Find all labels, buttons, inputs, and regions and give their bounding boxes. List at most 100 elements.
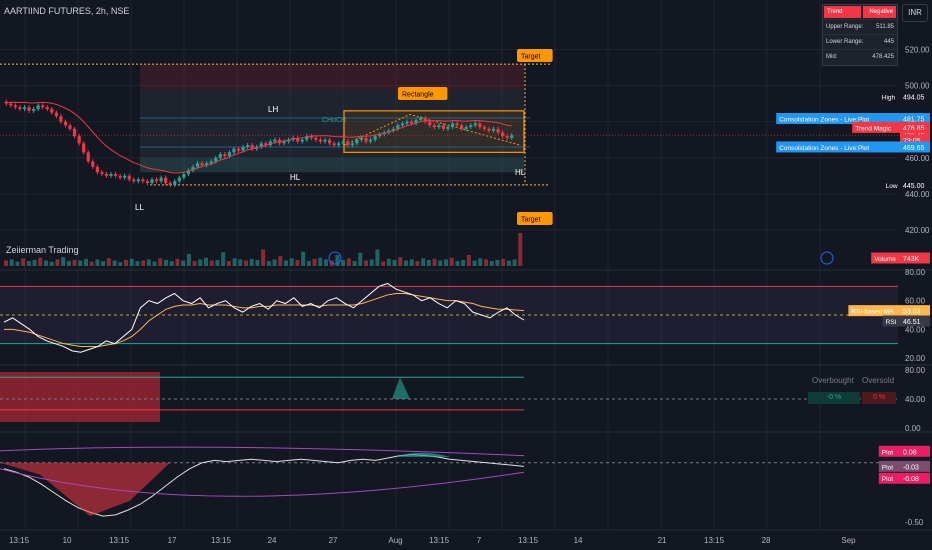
volume-bar xyxy=(461,259,466,266)
obos-axis-tick: 40.00 xyxy=(905,395,926,404)
oversold-label: Oversold xyxy=(862,376,895,385)
volume-tag-label: Volume xyxy=(874,256,896,263)
volume-bar xyxy=(21,258,26,266)
volume-bar xyxy=(455,261,460,266)
candle-body xyxy=(18,107,22,110)
candle-body xyxy=(27,107,31,111)
price-axis-tick: 520.00 xyxy=(905,45,930,54)
volume-bar xyxy=(341,259,346,266)
time-axis-tick: 13:15 xyxy=(9,536,30,545)
volume-bar xyxy=(169,261,174,266)
price-tag-value-bg xyxy=(900,134,930,146)
candle-body xyxy=(368,139,373,142)
volume-bar xyxy=(421,258,426,266)
candle-body xyxy=(182,174,186,178)
candle-body xyxy=(432,125,436,128)
candle-body xyxy=(250,145,254,149)
candle-body xyxy=(113,174,118,176)
rsi-ma-tag-label: RSI-based MA xyxy=(851,309,894,316)
candle-body xyxy=(496,128,500,133)
candle-body xyxy=(72,128,77,137)
plot-negative-area xyxy=(0,462,170,517)
candle-body xyxy=(332,143,336,146)
price-tag-value-bg xyxy=(900,90,930,102)
candle-body xyxy=(268,141,272,146)
rsi-tag-label: RSI xyxy=(886,319,897,326)
rsi-axis-tick: 60.00 xyxy=(905,297,926,306)
candle-body xyxy=(501,132,505,137)
zone-table-label: Lower Range: xyxy=(826,39,864,45)
volume-bar xyxy=(89,261,94,266)
candle-body xyxy=(455,123,459,126)
rsi-tag-label-bg xyxy=(882,315,900,327)
plot-tag-value-bg xyxy=(900,472,930,484)
price-tag-value-bg xyxy=(900,141,930,153)
price-tag-label: Consolidation Zones - Live:Plot xyxy=(779,145,869,152)
volume-bar xyxy=(392,259,397,266)
price-tag-value: 476.85 xyxy=(903,125,925,132)
plot-tag-value: 0.08 xyxy=(903,449,917,456)
candle-body xyxy=(223,154,227,156)
candle-body xyxy=(91,161,95,167)
plot-tag-label: Plot xyxy=(882,476,893,483)
candle-body xyxy=(45,107,49,110)
price-tag-value: 469.65 xyxy=(903,145,925,152)
obos-axis-tick: 80.00 xyxy=(905,366,926,375)
volume-bar xyxy=(84,258,88,266)
volume-bar xyxy=(61,257,66,266)
overbought-value: -0 % xyxy=(808,392,860,404)
volume-bar xyxy=(204,257,208,266)
candle-body xyxy=(441,125,446,129)
volume-bar xyxy=(249,258,254,266)
volume-bar xyxy=(4,260,8,266)
price-tag-label-bg xyxy=(852,121,900,133)
time-axis-tick: 13:15 xyxy=(429,536,450,545)
candle-body xyxy=(236,148,241,151)
volume-bar xyxy=(324,259,328,266)
plot-tag-value: -0.03 xyxy=(903,464,919,471)
zone-table-label: Upper Range: xyxy=(826,24,864,30)
replay-icon xyxy=(820,251,834,265)
volume-bar xyxy=(346,258,351,266)
price-axis-tick: 440.00 xyxy=(905,190,930,199)
candle-body xyxy=(337,143,341,146)
target-upper-label-bg xyxy=(517,49,553,62)
candle-body xyxy=(214,157,218,162)
candle-body xyxy=(505,136,509,138)
time-axis-tick: 13:15 xyxy=(109,536,130,545)
price-tag-value-bg xyxy=(900,179,930,191)
price-axis-tick: 460.00 xyxy=(905,154,930,163)
currency-button[interactable]: INR xyxy=(902,4,928,22)
plot-tag-label-bg xyxy=(878,460,900,472)
price-tag-value: 494.05 xyxy=(903,94,925,101)
volume-bar xyxy=(352,261,357,266)
candle-body xyxy=(400,123,405,126)
volume-bar xyxy=(426,259,431,266)
candle-body xyxy=(159,177,163,182)
candle-body xyxy=(478,123,482,128)
price-tag-label-bg xyxy=(882,179,900,191)
volume-bar xyxy=(318,257,323,266)
candle-body xyxy=(186,170,191,175)
time-axis-tick: 24 xyxy=(268,536,277,545)
volume-bar xyxy=(181,260,186,266)
volume-bar xyxy=(518,233,523,266)
rsi-tag: RSI 46.51 xyxy=(882,315,930,327)
plot-positive-area xyxy=(395,452,450,457)
volume-bar xyxy=(244,260,248,266)
price-tag: High 494.05 xyxy=(878,90,930,102)
time-axis-tick: 7 xyxy=(477,536,482,545)
volume-tag-value-bg xyxy=(900,252,930,264)
candle-body xyxy=(177,177,181,182)
volume-bar xyxy=(118,262,123,266)
volume-tag-label-bg xyxy=(871,252,900,264)
volume-bar xyxy=(369,259,374,266)
volume-bar xyxy=(272,259,277,266)
plot-tag-value-bg xyxy=(900,460,930,472)
rsi-tag-value: 46.51 xyxy=(903,319,921,326)
volume-bar xyxy=(306,261,311,266)
volume-bar xyxy=(312,258,317,266)
price-tag: Consolidation Zones - Live:Plot 481.75 xyxy=(776,113,930,125)
zone-mid-box xyxy=(140,89,524,173)
